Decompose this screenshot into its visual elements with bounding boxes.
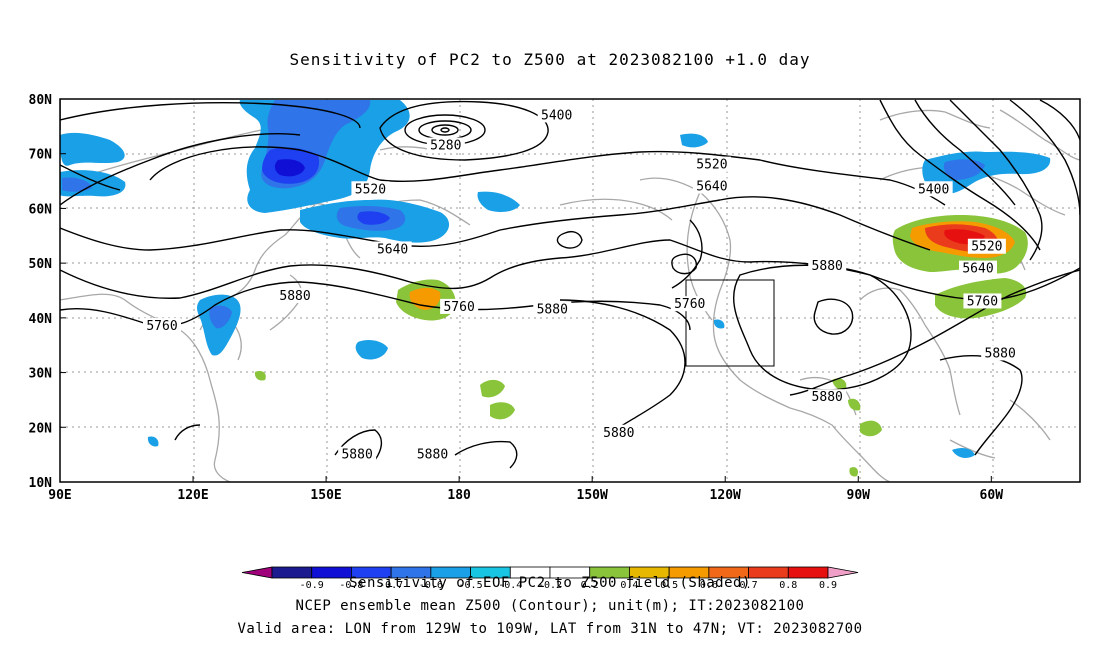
contour-label-bg [338,446,377,462]
map-gridlines [60,99,1080,482]
latitude-tick-label: 50N [29,257,53,272]
colorbar-tick-label: -0.5 [459,580,483,591]
colorbar-tick-label: -0.4 [498,580,522,591]
contour-label: 5520 [696,158,727,173]
longitude-tick-label: 120W [710,488,741,503]
contour-label-bg [143,318,181,334]
footer-valid-area-caption: Valid area: LON from 129W to 109W, LAT f… [237,621,863,637]
contour-label-bg [373,241,412,257]
colorbar-tick-label: -0.8 [339,580,363,591]
colorbar-tick-label: 0.9 [819,580,837,591]
contour-label: 5880 [279,289,310,304]
page-title: Sensitivity of PC2 to Z500 at 2023082100… [289,50,811,69]
contour-label: 5640 [962,262,993,277]
contour-label-bg [413,446,452,462]
longitude-tick-label: 120E [177,488,208,503]
longitude-axis: 90E 120E 150E 180 150W 120W 90W 60W [48,476,1003,503]
contour-label-bg [692,178,731,194]
contour-label: 5760 [443,300,474,315]
longitude-tick-label: 90E [48,488,71,503]
colorbar-tick-label: 0.8 [779,580,797,591]
latitude-axis: 80N 70N 60N 50N 40N 30N 20N 10N [29,93,66,491]
contour-label-bg [426,137,465,153]
footer-contour-caption: NCEP ensemble mean Z500 (Contour); unit(… [295,598,805,614]
longitude-tick-label: 90W [847,488,871,503]
colorbar-max-arrow [827,566,859,579]
colorbar-tick-label: -0.7 [379,580,403,591]
longitude-tick-label: 150W [577,488,608,503]
longitude-tick-label: 60W [980,488,1004,503]
contour-label: 5880 [341,448,372,463]
contour-label: 5400 [541,108,572,123]
contour-label: 5760 [674,297,705,312]
latitude-tick-label: 70N [29,148,53,163]
contour-label-bg [914,181,953,197]
contour-label-bg [981,345,1020,361]
contour-label: 5880 [985,346,1016,361]
contour-label: 5880 [603,426,634,441]
contour-label: 5640 [696,180,727,195]
longitude-tick-label: 180 [447,488,471,503]
contour-label: 5640 [377,242,408,257]
contour-label-bg [808,389,847,405]
contour-label: 5760 [146,319,177,334]
colorbar-tick-label: 0.7 [740,580,758,591]
contour-label-bg [533,301,572,317]
latitude-tick-label: 10N [29,476,53,491]
colorbar-tick-label: 0.4 [620,580,638,591]
contour-label: 5880 [417,448,448,463]
colorbar: -0.9 -0.8 -0.7 -0.6 -0.5 -0.4 -0.2 0.2 0.4 0.5 0.6… [241,566,859,591]
valid-area-box [685,279,775,367]
latitude-tick-label: 60N [29,202,53,217]
contour-label-bg [351,181,390,197]
colorbar-tick-label: -0.9 [300,580,324,591]
contour-label-bg [440,298,479,314]
latitude-tick-label: 40N [29,312,53,327]
latitude-tick-label: 80N [29,93,53,108]
contour-label-bg [808,257,847,273]
contour-label: 5760 [967,294,998,309]
contour-label-bg [537,107,576,123]
latitude-tick-label: 30N [29,367,53,382]
contour-label: 5880 [812,390,843,405]
latitude-tick-label: 20N [29,421,53,436]
colorbar-tick-label: -0.6 [419,580,443,591]
contour-label-bg [692,156,731,172]
map-frame [59,98,1081,483]
contour-label-bg [670,296,709,312]
contour-label: 5880 [812,259,843,274]
footer-shading-caption: Sensitivity of EOF PC2 to Z500 field (Sh… [349,575,751,591]
z500-contours [60,99,1080,469]
colorbar-tick-label: 0.2 [581,580,599,591]
longitude-tick-label: 150E [310,488,341,503]
contour-label-bg [599,424,638,440]
contour-labels: 5400 5280 5520 5520 5640 5400 5640 5520 5640 5880… [143,107,1020,463]
contour-label: 5280 [430,139,461,154]
contour-label-bg [276,287,315,303]
colorbar-tick-label: 0.5 [660,580,678,591]
contour-label: 5400 [918,182,949,197]
colorbar-tick-label: -0.2 [538,580,562,591]
colorbar-tick-label: 0.6 [700,580,718,591]
contour-label: 5520 [355,182,386,197]
contour-label-bg [967,238,1006,254]
contour-label: 5520 [971,240,1002,255]
contour-label-bg [959,260,997,276]
contour-label-bg [963,293,1002,309]
contour-label: 5880 [537,303,568,318]
